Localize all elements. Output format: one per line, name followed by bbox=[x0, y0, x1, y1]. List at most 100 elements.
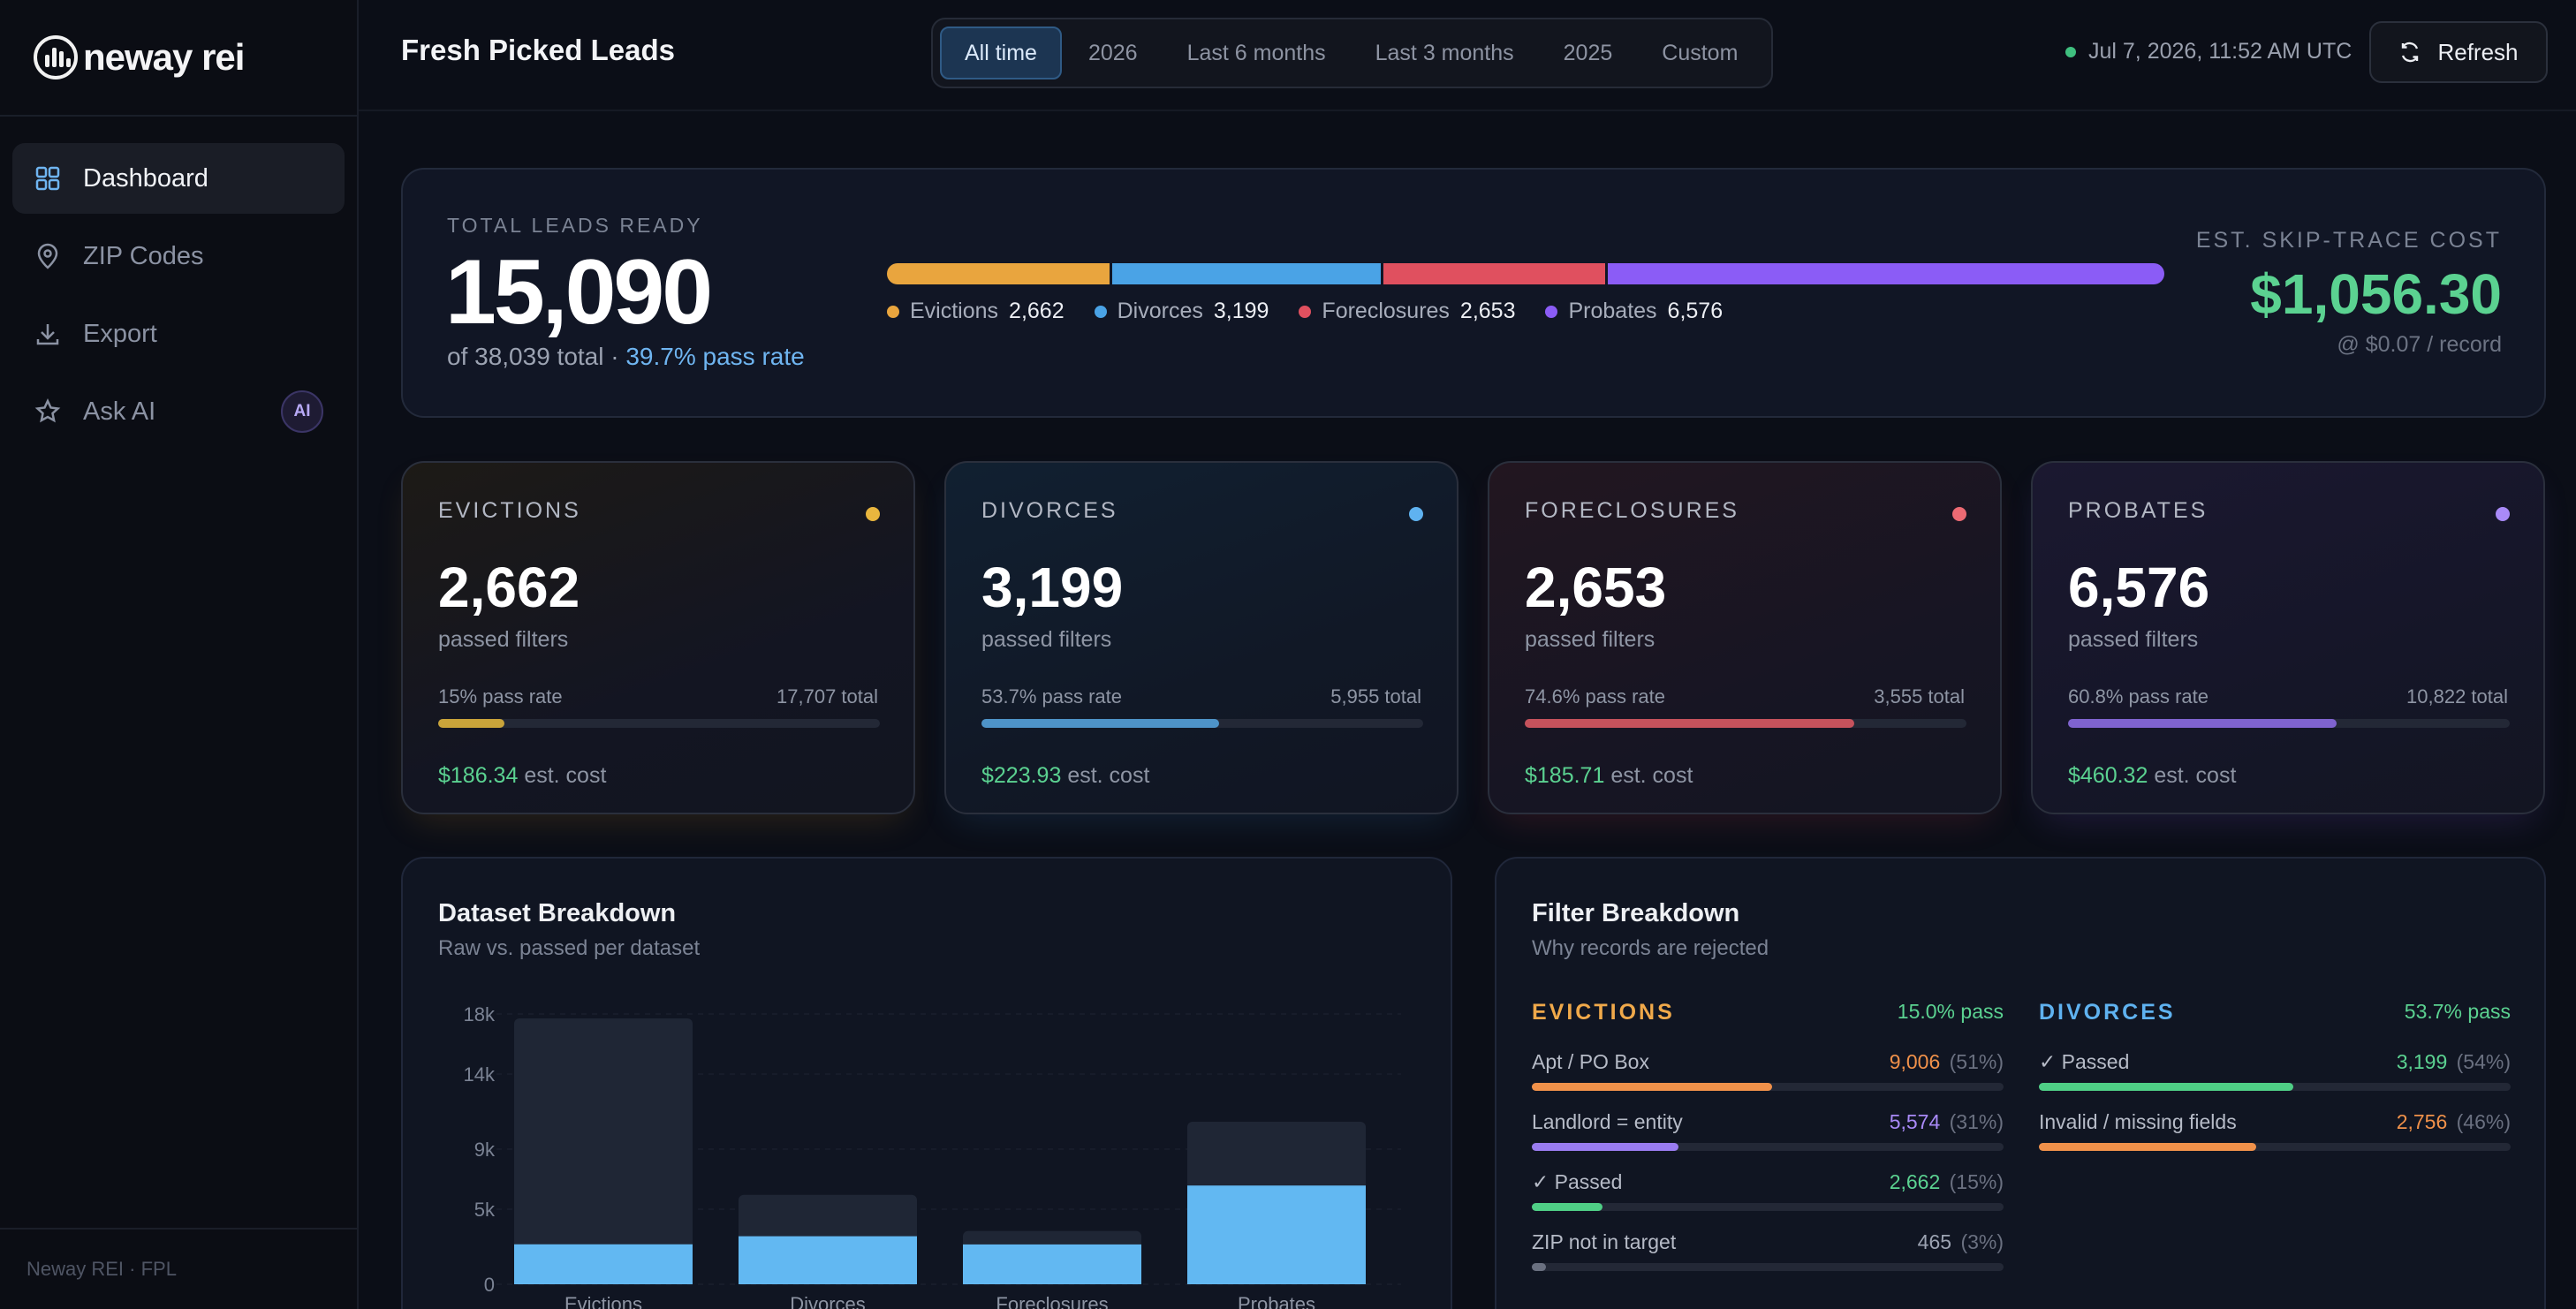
dataset-label: DIVORCES bbox=[981, 498, 1118, 523]
legend-dot-icon bbox=[1094, 305, 1107, 318]
filter-dataset-name: EVICTIONS bbox=[1532, 1000, 1675, 1025]
filter-reason: ZIP not in target bbox=[1532, 1230, 1677, 1253]
sidebar-item-zip-codes[interactable]: ZIP Codes bbox=[12, 221, 345, 291]
filter-pass-rate: 15.0% pass bbox=[1897, 1000, 2004, 1023]
filter-row[interactable]: ✓ Passed 3,199 (54%) bbox=[2039, 1050, 2511, 1091]
raw-bar-evictions[interactable] bbox=[514, 1018, 693, 1284]
status-dot-icon bbox=[2065, 46, 2076, 57]
sidebar-item-label: Ask AI bbox=[83, 397, 156, 426]
filter-bar-fill bbox=[1532, 1083, 1773, 1091]
filter-bar-track bbox=[2039, 1083, 2511, 1091]
filter-row[interactable]: ZIP not in target 465 (3%) bbox=[1532, 1230, 2004, 1271]
sidebar-item-ask-ai[interactable]: Ask AI AI bbox=[12, 376, 345, 447]
x-tick-label: Evictions bbox=[564, 1293, 642, 1309]
brand-name: neway rei bbox=[83, 36, 245, 78]
filter-column-divorces: DIVORCES 53.7% pass ✓ Passed 3,199 (54%) Inv… bbox=[2039, 1000, 2511, 1170]
legend-label: Evictions bbox=[910, 299, 999, 323]
segment-foreclosures bbox=[1383, 263, 1608, 284]
filter-column-evictions: EVICTIONS 15.0% pass Apt / PO Box 9,006 (51… bbox=[1532, 1000, 2004, 1290]
dataset-progress-fill bbox=[438, 719, 504, 728]
filter-percent: (3%) bbox=[1960, 1230, 2004, 1253]
dataset-cost-suffix: est. cost bbox=[1604, 763, 1693, 788]
filter-bar-track bbox=[1532, 1203, 2004, 1211]
refresh-button[interactable]: Refresh bbox=[2369, 21, 2548, 83]
dataset-passed-count: 6,576 bbox=[2068, 556, 2210, 619]
dataset-progress-track bbox=[2068, 719, 2510, 728]
filter-bar-track bbox=[1532, 1083, 2004, 1091]
filter-breakdown-subtitle: Why records are rejected bbox=[1532, 936, 1769, 960]
filter-count-group: 465 (3%) bbox=[1918, 1230, 2004, 1254]
dataset-card-probates[interactable]: PROBATES 6,576 passed filters 60.8% pass ra… bbox=[2031, 461, 2545, 814]
y-tick-label: 9k bbox=[474, 1139, 496, 1161]
filter-reason: Landlord = entity bbox=[1532, 1110, 1683, 1133]
filter-bar-fill bbox=[1532, 1263, 1547, 1271]
passed-bar-evictions[interactable] bbox=[514, 1244, 693, 1284]
sidebar-item-label: Dashboard bbox=[83, 163, 208, 193]
dataset-label: PROBATES bbox=[2068, 498, 2209, 523]
filter-reason: ✓ Passed bbox=[1532, 1170, 1623, 1193]
range-last-6-months[interactable]: Last 6 months bbox=[1186, 40, 1326, 65]
sidebar-nav: Dashboard ZIP Codes Export Ask AI AI bbox=[0, 117, 357, 480]
legend-value: 2,653 bbox=[1459, 299, 1516, 323]
skip-trace-label: EST. SKIP-TRACE COST bbox=[2195, 228, 2502, 253]
filter-percent: (31%) bbox=[1949, 1110, 2004, 1133]
dataset-cost-value: $460.32 bbox=[2068, 763, 2148, 788]
map-pin-icon bbox=[34, 242, 62, 270]
dataset-card-foreclosures[interactable]: FORECLOSURES 2,653 passed filters 74.6% pas… bbox=[1488, 461, 2002, 814]
filter-bar-track bbox=[1532, 1143, 2004, 1151]
filter-row[interactable]: Landlord = entity 5,574 (31%) bbox=[1532, 1110, 2004, 1151]
dataset-total: 10,822 total bbox=[2406, 685, 2508, 707]
brand-logo[interactable]: neway rei bbox=[0, 0, 357, 117]
filter-bar-track bbox=[2039, 1143, 2511, 1151]
passed-bar-divorces[interactable] bbox=[739, 1236, 917, 1284]
filter-count-group: 3,199 (54%) bbox=[2397, 1050, 2511, 1074]
range-last-3-months[interactable]: Last 3 months bbox=[1375, 40, 1514, 65]
x-tick-label: Probates bbox=[1238, 1293, 1315, 1309]
filter-reason: ✓ Passed bbox=[2039, 1050, 2130, 1073]
total-leads-label: TOTAL LEADS READY bbox=[447, 214, 703, 237]
filter-bar-fill bbox=[1532, 1203, 1603, 1211]
passed-bar-foreclosures[interactable] bbox=[963, 1244, 1141, 1284]
filter-count: 9,006 bbox=[1889, 1050, 1941, 1073]
filter-count: 465 bbox=[1917, 1230, 1952, 1253]
dataset-breakdown-panel: Dataset Breakdown Raw vs. passed per dat… bbox=[401, 857, 1452, 1309]
dataset-progress-track bbox=[438, 719, 880, 728]
legend-item-evictions: Evictions 2,662 bbox=[887, 299, 1064, 324]
range-custom[interactable]: Custom bbox=[1662, 40, 1739, 65]
dataset-breakdown-subtitle: Raw vs. passed per dataset bbox=[438, 936, 701, 960]
filter-count-group: 2,662 (15%) bbox=[1890, 1170, 2004, 1194]
filter-percent: (51%) bbox=[1949, 1050, 2004, 1073]
filter-row[interactable]: Invalid / missing fields 2,756 (46%) bbox=[2039, 1110, 2511, 1151]
dataset-total: 5,955 total bbox=[1330, 685, 1421, 707]
filter-percent: (46%) bbox=[2456, 1110, 2511, 1133]
range-2025[interactable]: 2025 bbox=[1563, 40, 1613, 65]
dataset-cost-value: $185.71 bbox=[1525, 763, 1605, 788]
filter-row[interactable]: Apt / PO Box 9,006 (51%) bbox=[1532, 1050, 2004, 1091]
legend-dot-icon bbox=[1299, 305, 1312, 318]
ai-badge: AI bbox=[281, 390, 323, 433]
dataset-dot-icon bbox=[866, 507, 880, 521]
passed-bar-probates[interactable] bbox=[1187, 1185, 1366, 1284]
dataset-pass-rate: 53.7% pass rate bbox=[981, 685, 1122, 707]
filter-row[interactable]: ✓ Passed 2,662 (15%) bbox=[1532, 1170, 2004, 1211]
total-leads-sub: of 38,039 total · 39.7% pass rate bbox=[447, 343, 805, 371]
filter-breakdown-title: Filter Breakdown bbox=[1532, 899, 1740, 927]
legend-item-foreclosures: Foreclosures 2,653 bbox=[1299, 299, 1515, 324]
sidebar-item-label: Export bbox=[83, 319, 157, 348]
range-all-time[interactable]: All time bbox=[940, 26, 1062, 79]
dataset-cost: $185.71 est. cost bbox=[1525, 763, 1693, 789]
dataset-total: 3,555 total bbox=[1874, 685, 1965, 707]
dataset-label: FORECLOSURES bbox=[1525, 498, 1739, 523]
filter-bar-fill bbox=[1532, 1143, 1678, 1151]
filter-count-group: 2,756 (46%) bbox=[2397, 1110, 2511, 1134]
dataset-breakdown-chart: 18k 14k 9k 5k 0 Evictions Divorces Foreclosures… bbox=[464, 1003, 1401, 1309]
range-2026[interactable]: 2026 bbox=[1087, 40, 1138, 65]
total-leads-of: of 38,039 total · bbox=[447, 343, 626, 370]
legend-item-divorces: Divorces 3,199 bbox=[1094, 299, 1269, 324]
dataset-card-evictions[interactable]: EVICTIONS 2,662 passed filters 15% pass rat… bbox=[401, 461, 915, 814]
sidebar-item-export[interactable]: Export bbox=[12, 299, 345, 369]
filter-bar-fill bbox=[2039, 1143, 2256, 1151]
star-icon bbox=[34, 397, 62, 426]
sidebar-item-dashboard[interactable]: Dashboard bbox=[12, 143, 345, 214]
dataset-card-divorces[interactable]: DIVORCES 3,199 passed filters 53.7% pass ra… bbox=[944, 461, 1458, 814]
